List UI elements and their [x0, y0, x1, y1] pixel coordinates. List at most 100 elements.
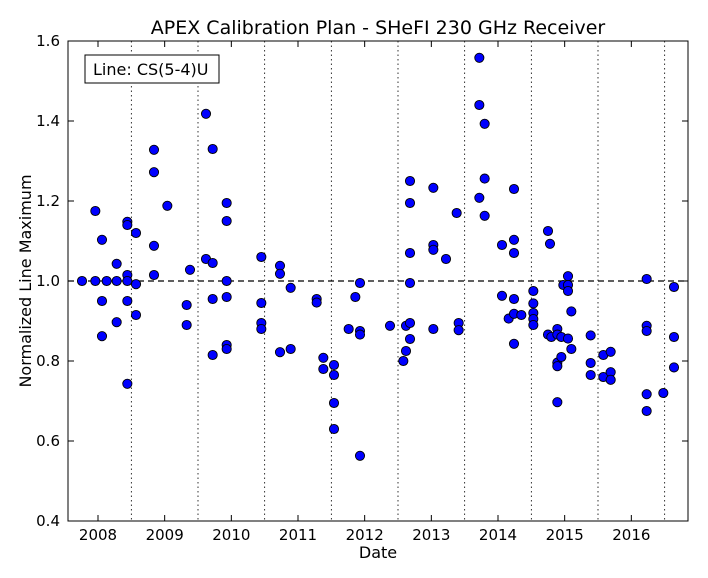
data-point	[285, 282, 296, 293]
y-axis-ticks: 0.4 0.6 0.8 1.0 1.2 1.4 1.6	[36, 32, 688, 530]
data-point	[542, 225, 554, 237]
data-point	[181, 299, 192, 311]
data-point	[474, 192, 485, 203]
data-point	[285, 343, 296, 355]
x-tick-label: 2016	[612, 526, 650, 544]
data-point	[544, 238, 556, 249]
y-tick-label: 1.4	[36, 112, 60, 130]
x-tick-label: 2010	[212, 526, 250, 544]
data-point	[479, 210, 490, 221]
data-point	[256, 251, 267, 263]
data-point	[474, 52, 485, 63]
data-point	[148, 240, 160, 251]
data-point	[585, 330, 596, 341]
data-point	[350, 291, 361, 303]
data-point	[207, 349, 218, 361]
data-point	[111, 317, 122, 328]
data-point	[96, 295, 108, 307]
data-point	[354, 450, 366, 461]
data-point	[328, 397, 340, 409]
y-tick-label: 1.2	[36, 192, 60, 210]
data-point	[508, 247, 520, 259]
x-tick-label: 2014	[479, 526, 517, 544]
data-point	[508, 234, 520, 245]
data-point	[122, 295, 133, 307]
data-point	[428, 323, 439, 335]
data-point	[516, 309, 527, 321]
data-point	[130, 227, 142, 239]
data-point	[111, 275, 122, 287]
data-point	[404, 197, 416, 209]
data-point	[496, 290, 508, 301]
data-point	[566, 343, 577, 355]
y-tick-label: 0.6	[36, 432, 60, 450]
data-point	[585, 357, 596, 369]
data-point	[451, 207, 462, 219]
data-point	[566, 306, 577, 317]
x-tick-label: 2012	[346, 526, 384, 544]
data-point	[605, 374, 616, 385]
data-point	[398, 355, 409, 367]
x-tick-label: 2013	[412, 526, 450, 544]
data-point	[562, 285, 574, 297]
legend-frame	[84, 54, 220, 84]
data-point	[122, 275, 133, 287]
data-point	[528, 285, 539, 297]
data-point	[221, 343, 232, 355]
y-axis-title: Normalized Line Maximum	[16, 174, 35, 387]
data-point	[404, 247, 416, 259]
data-point	[207, 293, 218, 305]
data-point	[384, 320, 396, 331]
data-point	[404, 277, 416, 289]
data-point	[256, 297, 267, 309]
data-point	[96, 234, 108, 245]
data-point	[562, 333, 574, 344]
data-point	[641, 273, 652, 285]
y-tick-label: 1.6	[36, 32, 60, 50]
data-point	[428, 244, 439, 255]
data-point	[184, 264, 196, 275]
legend-box: Line: CS(5-4)U	[84, 54, 220, 84]
data-point	[343, 323, 354, 335]
x-tick-label: 2009	[146, 526, 184, 544]
data-point	[207, 257, 218, 269]
data-point	[101, 275, 112, 287]
data-point	[496, 239, 508, 251]
data-point	[207, 143, 218, 155]
data-point	[658, 387, 669, 399]
data-point	[668, 331, 680, 343]
data-point	[122, 219, 133, 231]
data-point	[318, 363, 329, 375]
data-point	[122, 378, 133, 389]
data-point	[605, 346, 616, 357]
data-point	[508, 338, 520, 349]
data-point	[428, 182, 439, 193]
data-point	[148, 269, 160, 281]
data-point	[148, 167, 160, 178]
data-point	[274, 347, 286, 358]
data-point	[354, 277, 366, 289]
data-point	[474, 99, 485, 111]
data-point	[354, 329, 366, 340]
data-point	[585, 369, 596, 381]
data-point	[404, 175, 416, 187]
data-point	[221, 291, 232, 303]
data-point	[328, 369, 340, 381]
data-point	[130, 279, 142, 290]
data-point	[508, 293, 520, 305]
data-point	[400, 345, 412, 357]
y-tick-label: 1.0	[36, 272, 60, 290]
x-tick-label: 2015	[546, 526, 584, 544]
data-point	[256, 323, 267, 335]
data-point	[76, 275, 88, 287]
x-axis-ticks: 2008 2009 2010 2011 2012 2013 2014 2015 2016	[79, 41, 650, 544]
data-point	[90, 205, 101, 217]
data-point	[453, 325, 464, 336]
chart-title: APEX Calibration Plan - SHeFI 230 GHz Re…	[151, 17, 606, 39]
data-point	[641, 389, 652, 400]
y-tick-label: 0.8	[36, 352, 60, 370]
data-point	[562, 271, 574, 282]
data-point	[328, 359, 340, 371]
x-axis-title: Date	[359, 543, 397, 562]
